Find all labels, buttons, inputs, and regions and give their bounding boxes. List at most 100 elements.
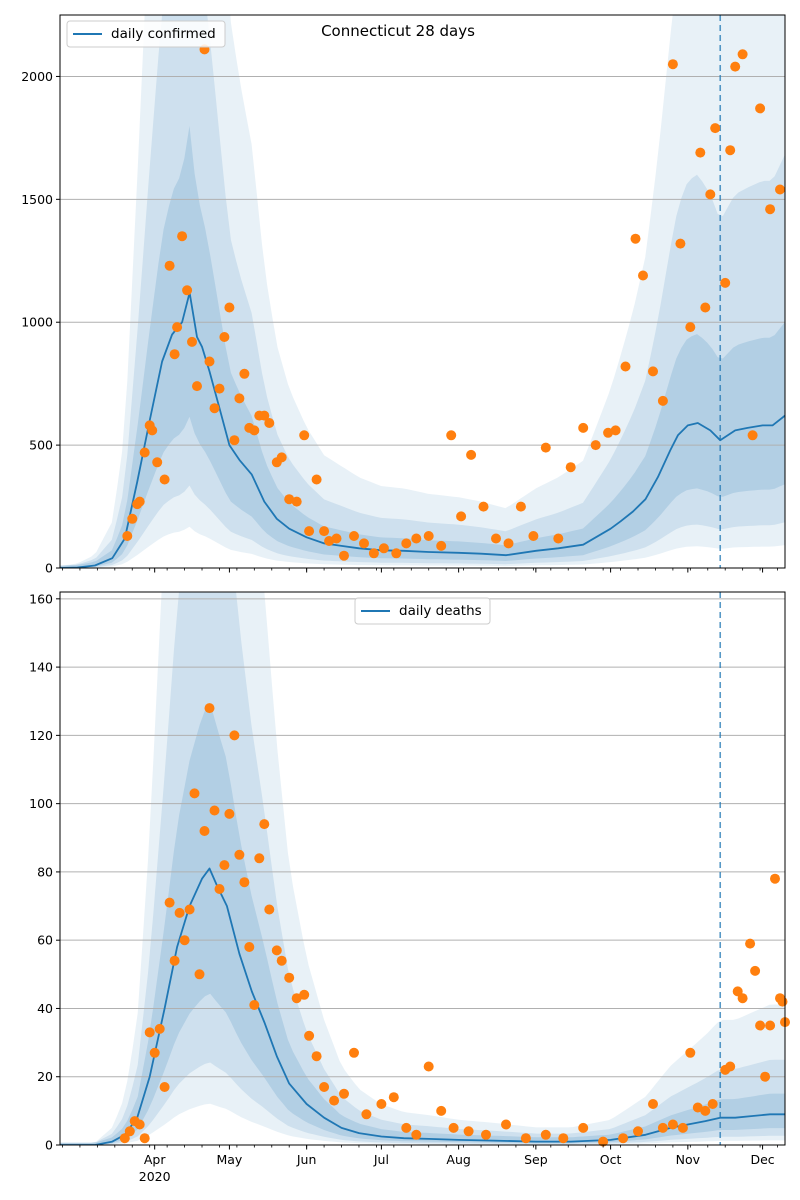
data-point [675,238,686,249]
y-tick-label: 2000 [21,69,53,84]
data-point [164,897,175,908]
data-point [423,531,434,541]
data-point [159,1082,170,1092]
x-axis-ticks: Apr 2020 May Jun Jul Aug Sep Oct Nov Dec [62,1145,778,1184]
data-point [234,393,245,404]
confirmed-points [122,44,785,561]
grid-lines [60,598,785,1078]
data-point [578,1122,589,1133]
data-point [229,435,240,446]
data-point [515,501,526,512]
data-point [182,285,193,296]
x-tick-label: Jul [373,1152,389,1167]
data-point [147,425,158,436]
grid-lines [60,75,785,446]
legend-box [66,20,226,48]
data-point [271,945,282,956]
data-point [446,430,457,441]
data-point [276,955,287,966]
data-point [219,860,230,871]
data-point [456,511,467,522]
x-tick-label: Dec [750,1152,774,1167]
data-point [565,462,576,473]
plot-area [60,15,785,568]
data-point [134,1119,145,1130]
data-point [189,788,200,799]
data-point [436,1105,447,1116]
series-line [60,291,785,568]
y-tick-label: 100 [29,796,53,811]
data-point [359,538,369,549]
y-tick-label: 500 [29,438,53,453]
data-point [192,381,202,392]
y-axis-ticks: 0 20 40 60 80 100 120 140 160 [29,591,60,1153]
data-point [633,1126,643,1137]
data-point [284,972,295,983]
data-point [259,819,270,830]
data-point [478,501,489,512]
y-tick-label: 1000 [21,315,53,330]
data-point [685,322,696,333]
data-point [209,403,220,414]
data-point [590,440,601,451]
data-point [685,1047,696,1058]
data-point [540,442,551,453]
data-point [770,873,780,884]
data-point [204,703,215,714]
data-point [401,1122,412,1133]
data-point [349,531,359,541]
y-tick-label: 160 [29,591,53,606]
data-point [618,1133,629,1144]
data-point [710,123,721,134]
data-point [598,1136,609,1147]
x-tick-label: Aug [446,1152,470,1167]
data-point [376,1099,387,1109]
data-point [304,1030,315,1041]
data-point [169,349,180,360]
data-point [677,1122,688,1133]
data-point [311,474,322,485]
data-point [448,1122,459,1133]
data-point [349,1047,359,1058]
data-point [144,1027,155,1038]
data-point [700,1105,711,1116]
data-point [249,1000,260,1010]
data-point [219,332,230,342]
uncertainty-band-1 [60,592,785,1145]
data-point [152,457,163,468]
data-point [750,965,761,976]
data-point [264,904,275,915]
y-tick-label: 140 [29,660,53,675]
data-point [139,447,150,458]
data-point [630,233,641,244]
data-point [224,302,235,313]
data-point [339,550,349,561]
y-tick-label: 80 [37,864,53,879]
data-point [149,1047,160,1058]
legend-box [354,597,491,625]
data-point [648,366,658,377]
data-point [177,231,188,242]
data-point [553,533,564,544]
data-point [707,1099,718,1109]
plot-area [60,592,785,1145]
data-point [172,322,183,333]
data-point [620,361,631,372]
data-point [648,1099,658,1109]
data-point [229,730,240,741]
uncertainty-bands [60,592,785,1145]
data-point [164,260,175,271]
data-point [667,1119,678,1130]
y-tick-label: 20 [37,1069,53,1084]
data-point [730,61,741,72]
data-point [361,1109,372,1120]
data-point [463,1126,474,1137]
data-point [244,942,255,952]
data-point [700,302,711,313]
data-point [765,204,776,215]
data-point [259,410,270,421]
data-point [725,1061,736,1072]
uncertainty-band-3 [60,702,785,1145]
data-point [765,1020,776,1031]
data-point [760,1071,771,1082]
